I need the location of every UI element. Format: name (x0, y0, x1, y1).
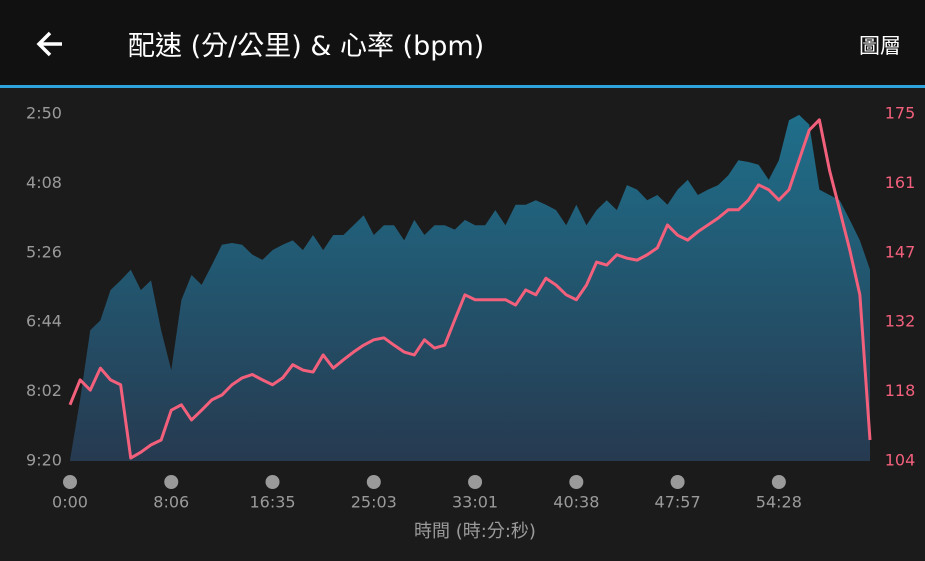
y2-tick-label: 104 (885, 451, 916, 470)
page-title: 配速 (分/公里) & 心率 (bpm) (128, 31, 485, 62)
x-tick-handle (468, 475, 483, 489)
y2-tick-label: 175 (885, 104, 916, 123)
y-tick-label: 6:44 (26, 312, 62, 331)
chart: 時間 (時:分:秒) 2:50 4:08 5:26 6:44 8:02 9:20 104 11… (26, 104, 916, 543)
back-button[interactable] (32, 26, 68, 62)
app-bar: 配速 (分/公里) & 心率 (bpm) 圖層 (0, 0, 925, 88)
x-tick-label: 33:01 (452, 493, 498, 512)
y-tick-label: 5:26 (26, 242, 62, 261)
y2-tick-label: 147 (885, 242, 916, 261)
x-tick-handle (771, 475, 786, 489)
x-tick-label: 40:38 (553, 493, 599, 512)
x-tick-handle (265, 475, 280, 489)
x-tick-label: 54:28 (756, 493, 802, 512)
heart-rate-line (68, 118, 872, 460)
x-tick-handle (366, 475, 381, 489)
x-tick-label: 0:00 (52, 493, 88, 512)
x-tick-label: 47:57 (655, 493, 701, 512)
y-tick-label: 9:20 (26, 451, 62, 470)
x-axis-title: 時間 (時:分:秒) (414, 521, 536, 542)
y2-tick-label: 132 (885, 312, 916, 331)
y-tick-label: 8:02 (26, 381, 62, 400)
y2-tick-label: 118 (885, 381, 916, 400)
y2-tick-label: 161 (885, 173, 916, 192)
x-tick-label: 25:03 (351, 493, 397, 512)
x-tick-handle (569, 475, 584, 489)
x-tick-label: 8:06 (153, 493, 189, 512)
pace-area (70, 114, 870, 461)
x-tick-handle (164, 475, 179, 489)
y-tick-label: 2:50 (26, 104, 62, 123)
x-tick-handle (670, 475, 685, 489)
y-tick-label: 4:08 (26, 173, 62, 192)
layers-button[interactable]: 圖層 (859, 34, 901, 58)
x-tick-label: 16:35 (249, 493, 295, 512)
x-tick-handle (63, 475, 77, 489)
